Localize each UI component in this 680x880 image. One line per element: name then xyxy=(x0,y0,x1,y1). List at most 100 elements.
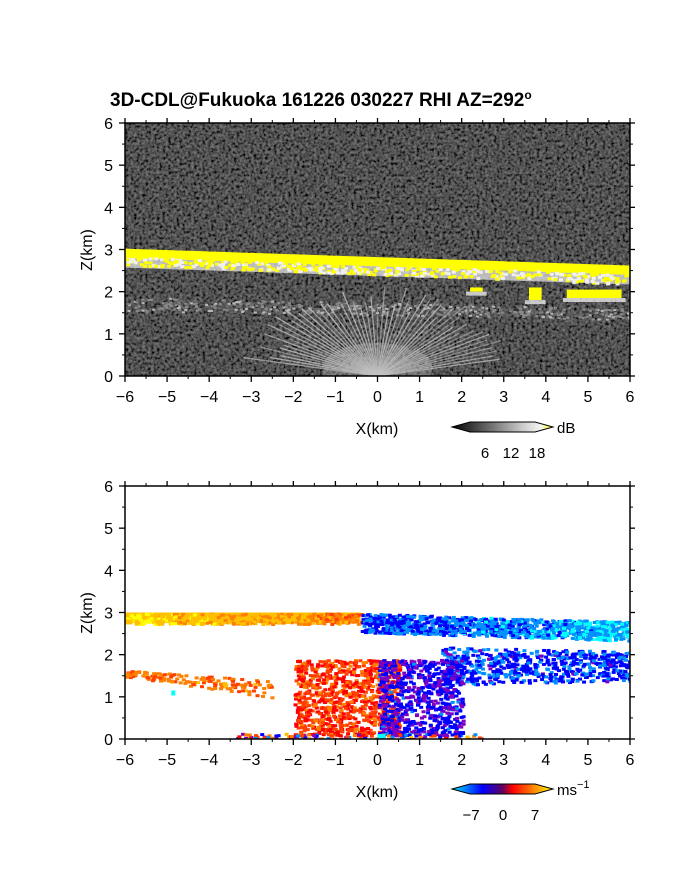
cloud-base-pixel xyxy=(205,266,210,270)
cloud-layer-pixel xyxy=(220,613,225,617)
cloud-layer-pixel xyxy=(179,622,184,626)
mid-layer-pixel xyxy=(579,655,584,659)
cloud-layer-pixel xyxy=(537,621,542,625)
cloud-base-pixel xyxy=(148,264,153,268)
fan-pixel xyxy=(455,689,460,693)
mid-layer-pixel xyxy=(516,651,521,655)
mid-layer-pixel xyxy=(205,676,210,680)
mid-layer-pixel xyxy=(241,689,246,693)
cloud-layer-pixel xyxy=(614,637,619,641)
cloud-layer-pixel xyxy=(347,618,352,622)
cloud-layer-pixel xyxy=(385,618,390,622)
cloud-base-pixel xyxy=(476,276,481,280)
mid-layer-pixel xyxy=(487,664,492,668)
fan-pixel xyxy=(348,664,353,668)
cloud-layer-pixel xyxy=(589,631,594,635)
fan-pixel xyxy=(327,706,332,710)
cloud-layer-pixel xyxy=(498,634,503,638)
cloud-base-pixel xyxy=(536,270,541,274)
cloud-base-pixel xyxy=(298,264,303,268)
fan-pixel xyxy=(318,712,323,716)
cloud-layer-pixel xyxy=(230,612,235,616)
fan-pixel xyxy=(383,707,388,711)
fan-pixel xyxy=(398,668,403,672)
mid-layer-pixel xyxy=(550,653,555,657)
aerosol-layer-pixel xyxy=(184,308,188,311)
fan-pixel xyxy=(452,687,457,691)
fan-pixel xyxy=(387,728,392,732)
cloud-base-pixel xyxy=(422,268,427,272)
cloud-layer-pixel xyxy=(347,615,352,619)
fan-pixel xyxy=(341,715,346,719)
cloud-layer-pixel xyxy=(215,612,220,616)
aerosol-layer-pixel xyxy=(268,309,272,312)
cloud-layer-pixel xyxy=(261,623,266,627)
fan-pixel xyxy=(450,683,455,687)
cloud-layer-pixel xyxy=(593,634,598,638)
cloud-layer-pixel xyxy=(598,632,603,636)
fan-pixel xyxy=(453,677,458,681)
aerosol-layer-pixel xyxy=(295,304,299,307)
mid-layer-pixel xyxy=(580,673,585,677)
mid-layer-pixel xyxy=(194,676,199,680)
mid-layer-pixel xyxy=(477,660,482,664)
cloud-layer-pixel xyxy=(197,615,202,619)
mid-layer-pixel xyxy=(562,657,567,661)
cloud-layer-pixel xyxy=(364,631,369,635)
fan-pixel xyxy=(373,718,378,722)
fan-pixel xyxy=(309,663,314,667)
cloud-layer-pixel xyxy=(268,621,273,625)
aerosol-layer-pixel xyxy=(303,313,307,316)
cloud-base-pixel xyxy=(602,278,607,282)
cloud-layer-pixel xyxy=(388,621,393,625)
fan-pixel xyxy=(369,720,374,724)
fan-pixel xyxy=(461,715,466,719)
mid-layer-pixel xyxy=(219,685,224,689)
cloud-layer-pixel xyxy=(316,621,321,625)
fan-pixel xyxy=(316,727,321,731)
cloud-layer-pixel xyxy=(561,622,566,626)
fan-pixel xyxy=(308,678,313,682)
cloud-layer-pixel xyxy=(539,634,544,638)
cloud-base-pixel xyxy=(298,270,303,274)
cloud-base-pixel xyxy=(293,262,298,266)
fan-pixel xyxy=(445,689,450,693)
fan-pixel xyxy=(353,682,358,686)
mid-layer-pixel xyxy=(448,653,453,657)
cloud-layer-pixel xyxy=(625,621,630,625)
cloud-layer-pixel xyxy=(273,613,278,617)
aerosol-layer-pixel xyxy=(141,309,145,312)
aerosol-layer-pixel xyxy=(464,310,468,313)
aerosol-layer-pixel xyxy=(553,312,557,315)
aerosol-layer-pixel xyxy=(161,302,165,305)
mid-layer-pixel xyxy=(474,663,479,667)
cloud-base-pixel xyxy=(257,262,262,266)
fan-pixel xyxy=(360,705,365,709)
mid-layer-pixel xyxy=(618,655,623,659)
velocity-plot-area xyxy=(125,486,630,739)
aerosol-layer-pixel xyxy=(538,308,542,311)
cloud-base-pixel xyxy=(154,264,159,268)
mid-layer-pixel xyxy=(612,668,617,672)
mid-layer-pixel xyxy=(201,681,206,685)
cloud-layer-pixel xyxy=(155,621,160,625)
cloud-base-pixel xyxy=(438,268,443,272)
cloud-layer-pixel xyxy=(515,631,520,635)
fan-pixel xyxy=(459,725,464,729)
cloud-base-pixel xyxy=(357,269,362,273)
fan-pixel xyxy=(327,669,332,673)
aerosol-layer-pixel xyxy=(177,301,181,304)
aerosol-layer-pixel xyxy=(166,307,170,310)
fan-pixel xyxy=(361,683,366,687)
fan-pixel xyxy=(427,671,432,675)
mid-layer-pixel xyxy=(497,662,502,666)
cloud-layer-pixel xyxy=(483,624,488,628)
mid-layer-pixel xyxy=(495,668,500,672)
aerosol-layer-pixel xyxy=(614,317,618,320)
cloud-base-pixel xyxy=(373,268,378,272)
aerosol-layer-pixel xyxy=(568,307,572,310)
fan-pixel xyxy=(390,732,395,736)
fan-pixel xyxy=(351,683,356,687)
cloud-layer-pixel xyxy=(403,630,408,634)
fan-pixel xyxy=(355,691,360,695)
